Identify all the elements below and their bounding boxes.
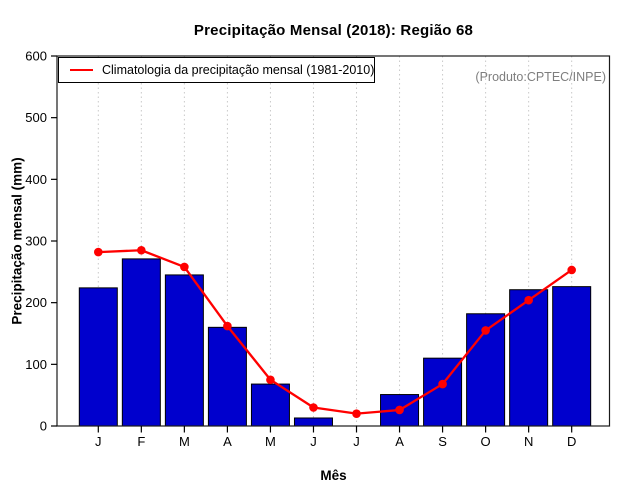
bar-J-0 (78, 287, 118, 427)
bar-J-5 (293, 417, 333, 427)
climatology-point-N-10 (524, 295, 533, 305)
x-tick-label: M (179, 434, 190, 449)
climatology-point-J-5 (309, 403, 318, 412)
x-tick-label: D (567, 434, 576, 449)
bar-M-4 (250, 383, 290, 427)
climatology-point-J-0 (94, 247, 103, 257)
legend-line-sample-icon (70, 69, 93, 71)
bar-A-3 (207, 326, 247, 427)
climatology-point-M-4 (266, 375, 275, 385)
climatology-point-A-7 (395, 405, 404, 415)
x-tick-label: F (137, 434, 145, 449)
climatology-point-A-3 (223, 321, 232, 331)
climatology-point-S-8 (438, 379, 447, 389)
x-tick-label: J (95, 434, 102, 449)
x-tick-label: J (353, 434, 360, 449)
x-axis-label: Mês (320, 468, 347, 483)
climatology-point-F-1 (137, 245, 146, 255)
climatology-point-J-6 (352, 409, 361, 418)
x-tick-label: A (223, 434, 232, 449)
source-annotation: (Produto:CPTEC/INPE) (475, 70, 606, 84)
chart-title: Precipitação Mensal (2018): Região 68 (193, 22, 474, 39)
climatology-point-O-9 (481, 326, 490, 335)
bar-F-1 (121, 258, 161, 427)
y-axis-label: Precipitação mensal (mm) (9, 157, 25, 325)
legend: Climatologia da precipitação mensal (198… (58, 57, 375, 83)
y-tick-label: 200 (25, 295, 47, 310)
bar-D-11 (552, 286, 592, 427)
bar-M-2 (164, 274, 204, 427)
y-tick-label: 300 (25, 234, 47, 249)
y-tick-label: 500 (25, 110, 47, 125)
y-tick-label: 0 (40, 419, 47, 434)
x-tick-label: N (524, 434, 533, 449)
climatology-point-M-2 (180, 262, 189, 272)
climatology-line (97, 249, 573, 415)
x-tick-label: J (310, 434, 317, 449)
y-tick-label: 100 (25, 357, 47, 372)
y-tick-label: 400 (25, 172, 47, 187)
legend-entry-label: Climatologia da precipitação mensal (198… (102, 63, 375, 77)
x-tick-label: M (265, 434, 276, 449)
y-tick-label: 600 (25, 49, 47, 64)
x-tick-label: S (438, 434, 447, 449)
x-tick-label: O (481, 434, 491, 449)
climatology-point-D-11 (567, 265, 576, 275)
bar-N-10 (509, 289, 549, 427)
x-tick-label: A (395, 434, 404, 449)
